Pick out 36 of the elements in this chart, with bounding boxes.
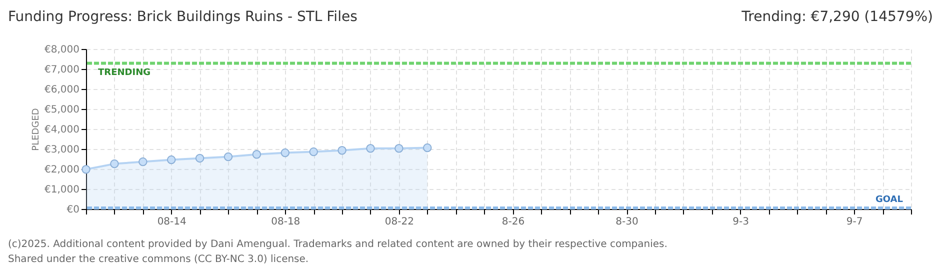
- y-tick-label: €1,000: [44, 184, 80, 196]
- y-tick-label: €8,000: [44, 44, 80, 56]
- x-tick-label: 08-22: [384, 216, 414, 228]
- x-tick-label: 08-18: [271, 216, 300, 228]
- point: [252, 150, 262, 159]
- x-tick-label: 9-7: [846, 216, 863, 228]
- point: [309, 147, 318, 156]
- ref-line-label: TRENDING: [98, 68, 150, 78]
- y-tick-label: €3,000: [44, 144, 80, 156]
- point: [366, 144, 375, 153]
- y-tick-label: €4,000: [44, 124, 80, 136]
- y-tick-label: €5,000: [44, 104, 80, 116]
- x-tick-label: 8-26: [502, 216, 525, 228]
- ref-line-label: GOAL: [876, 195, 904, 205]
- point: [338, 146, 346, 155]
- point: [224, 152, 233, 162]
- y-tick-label: €6,000: [44, 84, 80, 96]
- y-tick-label: €2,000: [44, 164, 80, 176]
- point: [166, 155, 176, 164]
- chart-title: Funding Progress: Brick Buildings Ruins - STL Files: [8, 9, 358, 25]
- point: [195, 154, 204, 163]
- point: [423, 143, 432, 152]
- point: [82, 165, 90, 174]
- point: [110, 159, 119, 168]
- point: [394, 144, 404, 153]
- chart-subtitle: Trending: €7,290 (14579%): [740, 9, 933, 25]
- y-tick-label: €7,000: [44, 64, 80, 76]
- text: Shared under the creative commons (CC BY-NC 3.0) license.: [8, 254, 309, 265]
- x-tick-label: 8-30: [616, 216, 638, 228]
- x-tick-label: 08-14: [157, 216, 186, 228]
- x-tick-label: 9-3: [732, 216, 749, 228]
- text: (c)2025. Additional content provided by Dani Amengual. Trademarks and related content are owned by their respective companies.: [8, 239, 668, 250]
- y-axis-title: PLEDGED: [32, 108, 42, 151]
- point: [138, 157, 148, 166]
- point: [280, 148, 290, 158]
- y-tick-label: €0: [66, 204, 80, 216]
